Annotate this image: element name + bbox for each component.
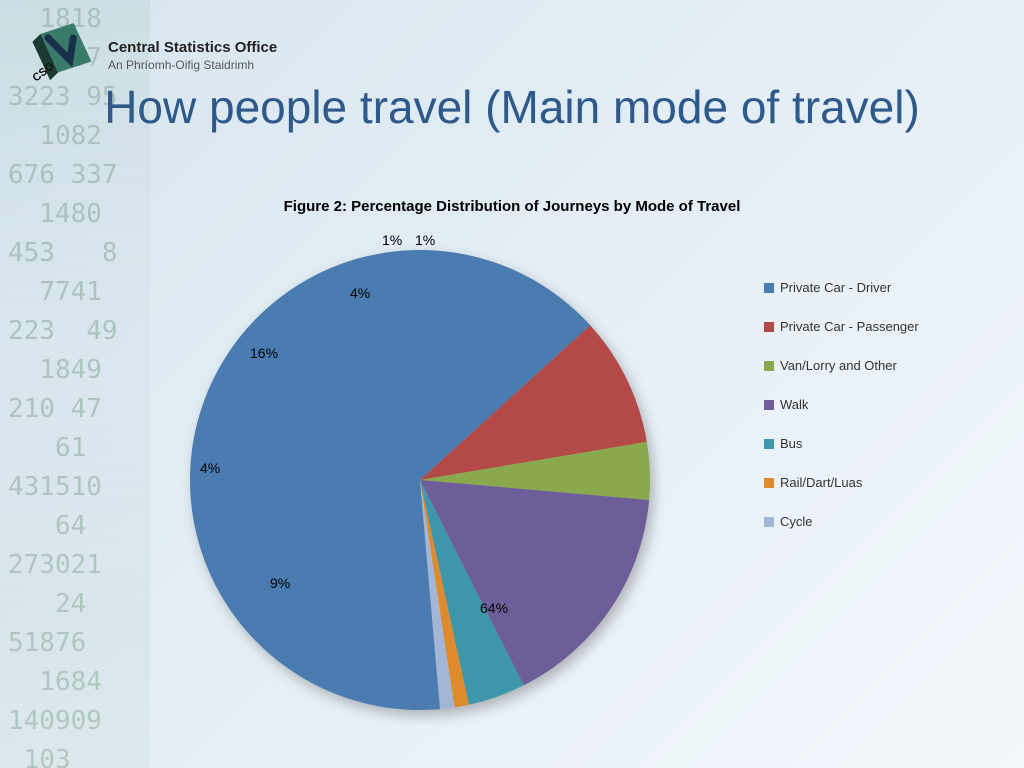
legend-item: Cycle bbox=[764, 514, 974, 529]
pie-slice-label: 1% bbox=[382, 232, 402, 248]
legend-label: Private Car - Driver bbox=[780, 280, 891, 295]
legend-swatch bbox=[764, 322, 774, 332]
pie-slice-label: 1% bbox=[415, 232, 435, 248]
legend-swatch bbox=[764, 283, 774, 293]
legend-swatch bbox=[764, 517, 774, 527]
legend-item: Van/Lorry and Other bbox=[764, 358, 974, 373]
chart-legend: Private Car - Driver Private Car - Passen… bbox=[764, 280, 974, 553]
legend-item: Walk bbox=[764, 397, 974, 412]
pie-slice-label: 4% bbox=[350, 285, 370, 301]
legend-swatch bbox=[764, 478, 774, 488]
legend-label: Van/Lorry and Other bbox=[780, 358, 897, 373]
legend-item: Bus bbox=[764, 436, 974, 451]
slide-title: How people travel (Main mode of travel) bbox=[0, 80, 1024, 135]
legend-swatch bbox=[764, 439, 774, 449]
org-name: Central Statistics Office bbox=[108, 39, 277, 56]
pie-slice-label: 64% bbox=[480, 600, 508, 616]
legend-item: Rail/Dart/Luas bbox=[764, 475, 974, 490]
legend-item: Private Car - Passenger bbox=[764, 319, 974, 334]
legend-item: Private Car - Driver bbox=[764, 280, 974, 295]
legend-label: Private Car - Passenger bbox=[780, 319, 919, 334]
pie-slice-label: 16% bbox=[250, 345, 278, 361]
legend-swatch bbox=[764, 400, 774, 410]
figure-caption: Figure 2: Percentage Distribution of Jou… bbox=[0, 198, 1024, 215]
org-subtitle: An Phríomh-Oifig Staidrimh bbox=[108, 58, 277, 72]
pie-slice-label: 9% bbox=[270, 575, 290, 591]
legend-label: Walk bbox=[780, 397, 808, 412]
legend-label: Rail/Dart/Luas bbox=[780, 475, 862, 490]
pie-slice-label: 4% bbox=[200, 460, 220, 476]
legend-label: Cycle bbox=[780, 514, 813, 529]
legend-swatch bbox=[764, 361, 774, 371]
legend-label: Bus bbox=[780, 436, 802, 451]
pie-chart: 64% 9% 4% 16% 4% 1% 1% bbox=[170, 230, 670, 730]
